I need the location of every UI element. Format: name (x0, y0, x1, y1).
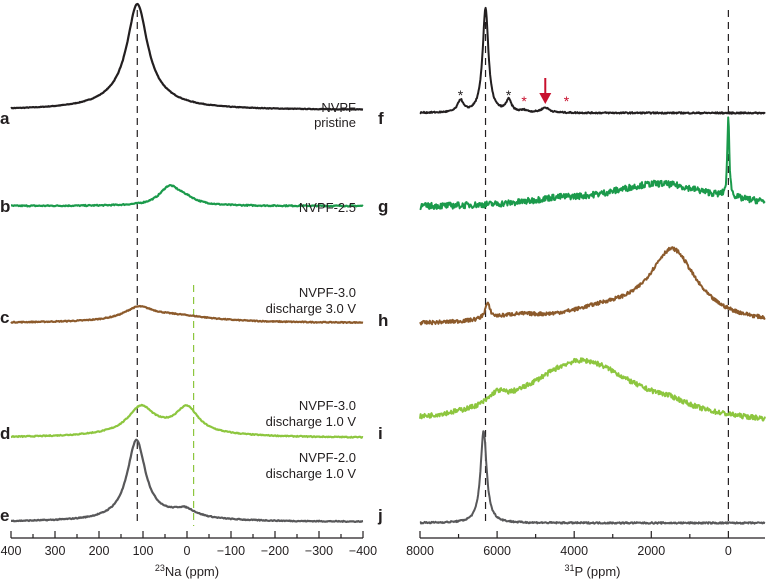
spectrum-a (10, 2, 364, 111)
x-tick-label: −100 (217, 544, 245, 558)
spectrum-e (10, 438, 364, 523)
panel-letter-b: b (0, 197, 10, 216)
x-tick-label: 100 (133, 544, 154, 558)
spectrum-f (419, 6, 766, 115)
x-tick-label: 200 (89, 544, 110, 558)
asterisk-marker: * (506, 87, 512, 103)
spectrum-i (419, 357, 766, 422)
x-tick-label: 8000 (406, 544, 434, 558)
x-tick-label: 300 (45, 544, 66, 558)
spectrum-g (419, 116, 766, 211)
sample-label-d: NVPF-3.0 (299, 398, 356, 413)
sample-label-e: NVPF-2.0 (299, 450, 356, 465)
panel-letter-e: e (0, 506, 9, 525)
sample-label-c: NVPF-3.0 (299, 285, 356, 300)
x-tick-label: 400 (1, 544, 22, 558)
spectrum-j (419, 430, 766, 525)
sample-label-d: discharge 1.0 V (266, 414, 357, 429)
panel-letter-g: g (378, 197, 388, 216)
x-tick-label: −300 (305, 544, 333, 558)
sample-label-c: discharge 3.0 V (266, 301, 357, 316)
spectrum-d (10, 403, 364, 439)
panel-letter-h: h (378, 311, 388, 330)
x-tick-label: 4000 (560, 544, 588, 558)
asterisk-marker: * (564, 93, 570, 109)
isotope-superscript: 23 (155, 563, 165, 573)
spectrum-c (10, 304, 364, 324)
axis-unit: Na (ppm) (165, 564, 219, 579)
sample-label-a: NVPF (321, 100, 356, 115)
x-tick-label: 6000 (483, 544, 511, 558)
axis-unit: P (ppm) (575, 564, 621, 579)
panel-letter-f: f (378, 109, 384, 128)
spectrum-b (10, 184, 364, 208)
spectrum-h (419, 246, 766, 326)
x-tick-label: 0 (725, 544, 732, 558)
panel-letter-a: a (0, 109, 10, 128)
panel-letter-j: j (377, 506, 383, 525)
sample-label-e: discharge 1.0 V (266, 466, 357, 481)
sample-label-b: NVPF-2.5 (299, 200, 356, 215)
sample-label-a: pristine (314, 115, 356, 130)
x-axis-label: 23Na (ppm) (155, 563, 219, 579)
asterisk-marker: * (458, 87, 464, 103)
panel-letter-i: i (378, 424, 383, 443)
panel-letter-d: d (0, 424, 10, 443)
x-tick-label: 0 (184, 544, 191, 558)
x-axis-label: 31P (ppm) (564, 563, 620, 579)
panel-31P: f g h i j * * * * 8000 6000 4000 2000 0 31P (ppm) (377, 6, 766, 579)
panel-letter-c: c (0, 308, 9, 327)
x-tick-label: −400 (349, 544, 377, 558)
x-tick-label: 2000 (637, 544, 665, 558)
isotope-superscript: 31 (564, 563, 574, 573)
x-tick-label: −200 (261, 544, 289, 558)
asterisk-marker: * (521, 93, 527, 109)
arrow-marker-head (539, 93, 552, 104)
